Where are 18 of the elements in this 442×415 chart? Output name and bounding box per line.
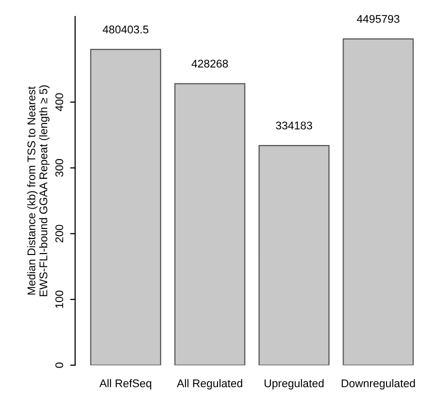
bar xyxy=(342,38,414,366)
x-tick-label: All RefSeq xyxy=(99,379,152,390)
x-tick-label: Upregulated xyxy=(264,379,324,390)
annotation: 334183 xyxy=(276,122,312,130)
x-tick-label: All Regulated xyxy=(176,379,242,390)
y-tick-label: 200 xyxy=(55,224,64,242)
bar xyxy=(90,48,162,366)
annotation: 428268 xyxy=(192,60,228,68)
y-axis-title: Median Distance (kb) from TSS to Nearest EWS-FLI-bound GGAA Repeat (length ≥ 5) xyxy=(27,85,50,296)
y-tick-label: 400 xyxy=(55,93,64,112)
y-tick-label: 0 xyxy=(55,362,64,368)
y-tick-label: 300 xyxy=(55,159,64,177)
bar xyxy=(258,144,330,366)
annotation: 4495793 xyxy=(356,15,400,23)
annotation: 480403.5 xyxy=(102,26,148,34)
x-tick-label: Downregulated xyxy=(342,379,415,390)
bar xyxy=(174,83,246,366)
y-tick-label: 100 xyxy=(55,290,64,308)
